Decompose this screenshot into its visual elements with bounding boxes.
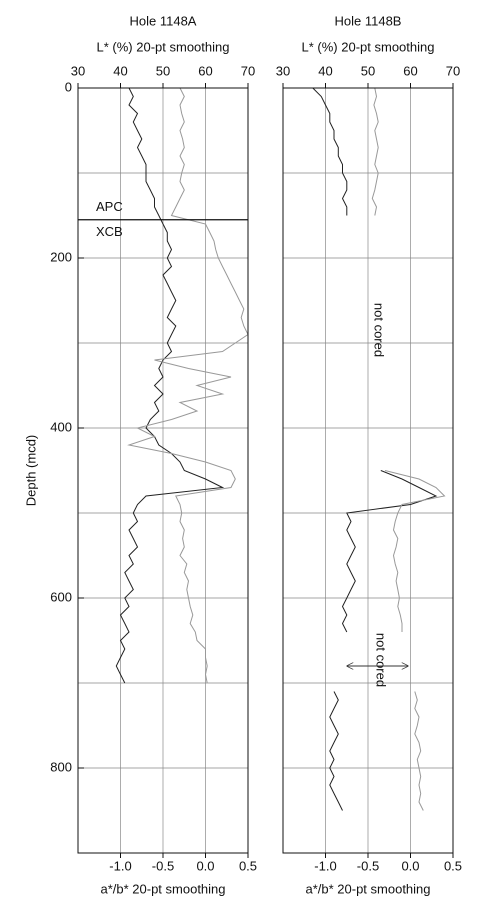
y-tick-label: 600 [50,589,72,604]
data-line [371,87,446,811]
data-line [312,87,438,811]
x-tick-label: 40 [318,63,332,78]
y-tick-label: 400 [50,419,72,434]
x-tick-label: 70 [446,63,460,78]
x-tick-label: 60 [403,63,417,78]
y-tick-label: 200 [50,249,72,264]
panel-title: Hole 1148A [130,13,197,28]
x-tick-label: 50 [361,63,375,78]
annotation: not cored [374,633,389,687]
annotation: XCB [96,224,123,239]
x2-tick-label: 0.0 [196,858,214,873]
x-tick-label: 30 [276,63,290,78]
plot-frame [77,87,249,854]
y-axis-label: Depth (mcd) [23,435,38,507]
x-tick-label: 30 [71,63,85,78]
x-tick-label: 40 [113,63,127,78]
x2-tick-label: 0.5 [239,858,257,873]
top-axis-label: L* (%) 20-pt smoothing [302,39,435,54]
x2-tick-label: -1.0 [314,858,336,873]
y-tick-label: 800 [50,759,72,774]
panel-title: Hole 1148B [335,13,402,28]
data-line [115,87,225,684]
top-axis-label: L* (%) 20-pt smoothing [97,39,230,54]
x2-tick-label: 0.5 [444,858,462,873]
x-tick-label: 50 [156,63,170,78]
x2-tick-label: -1.0 [109,858,131,873]
x2-tick-label: -0.5 [152,858,174,873]
data-line [127,87,249,684]
x-tick-label: 70 [241,63,255,78]
annotation: not cored [372,303,387,357]
x2-tick-label: -0.5 [357,858,379,873]
y-tick-label: 0 [65,79,72,94]
bottom-axis-label: a*/b* 20-pt smoothing [100,881,225,896]
bottom-axis-label: a*/b* 20-pt smoothing [305,881,430,896]
annotation: APC [96,199,123,214]
plot-frame [282,87,454,854]
x-tick-label: 60 [198,63,212,78]
x2-tick-label: 0.0 [401,858,419,873]
